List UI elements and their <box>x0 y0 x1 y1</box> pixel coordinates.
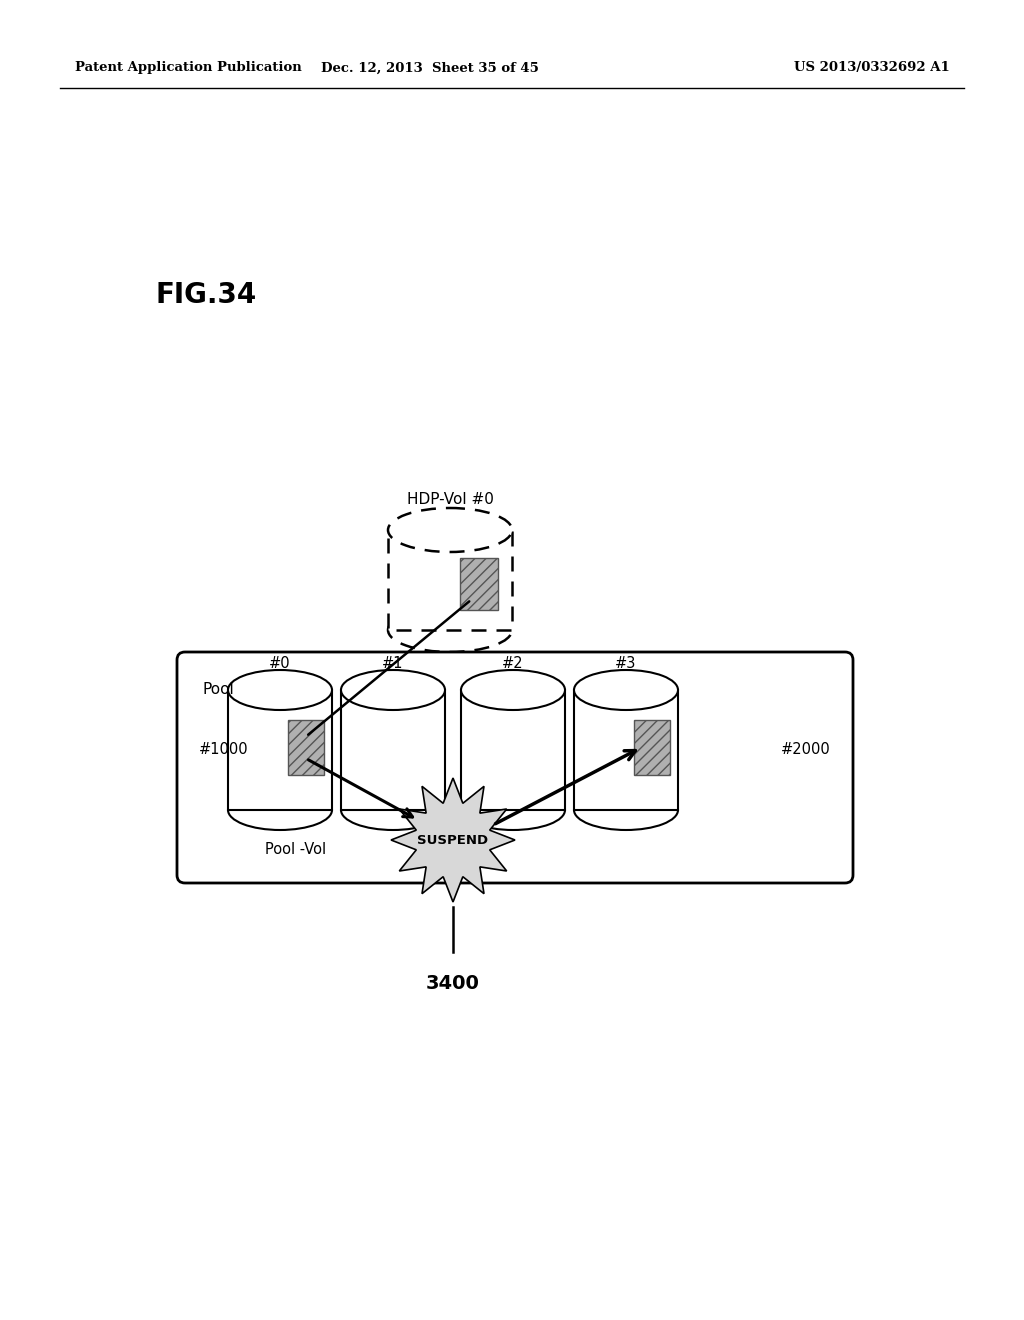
Ellipse shape <box>461 671 565 710</box>
Text: Pool -Vol: Pool -Vol <box>265 842 326 857</box>
Ellipse shape <box>388 508 512 552</box>
Text: FIG.34: FIG.34 <box>155 281 256 309</box>
Polygon shape <box>228 690 332 810</box>
Text: #2: #2 <box>502 656 524 672</box>
Polygon shape <box>574 690 678 810</box>
Text: Pool: Pool <box>203 682 234 697</box>
Text: SUSPEND: SUSPEND <box>418 833 488 846</box>
Text: #1000: #1000 <box>199 742 249 758</box>
Text: #0: #0 <box>269 656 291 672</box>
Ellipse shape <box>341 789 445 830</box>
Ellipse shape <box>461 789 565 830</box>
Text: Dec. 12, 2013  Sheet 35 of 45: Dec. 12, 2013 Sheet 35 of 45 <box>322 62 539 74</box>
Text: #1: #1 <box>382 656 403 672</box>
Polygon shape <box>288 719 324 775</box>
Text: #3: #3 <box>615 656 637 672</box>
Polygon shape <box>391 777 515 902</box>
Ellipse shape <box>228 671 332 710</box>
Ellipse shape <box>341 671 445 710</box>
Polygon shape <box>461 690 565 810</box>
FancyBboxPatch shape <box>177 652 853 883</box>
Polygon shape <box>460 558 498 610</box>
Ellipse shape <box>388 609 512 652</box>
Text: HDP-Vol #0: HDP-Vol #0 <box>407 492 494 507</box>
Ellipse shape <box>228 789 332 830</box>
Polygon shape <box>388 531 512 630</box>
Text: Patent Application Publication: Patent Application Publication <box>75 62 302 74</box>
Text: #2000: #2000 <box>781 742 831 758</box>
Polygon shape <box>634 719 670 775</box>
Polygon shape <box>341 690 445 810</box>
Text: US 2013/0332692 A1: US 2013/0332692 A1 <box>795 62 950 74</box>
Ellipse shape <box>574 671 678 710</box>
Text: 3400: 3400 <box>426 974 480 993</box>
Ellipse shape <box>574 789 678 830</box>
